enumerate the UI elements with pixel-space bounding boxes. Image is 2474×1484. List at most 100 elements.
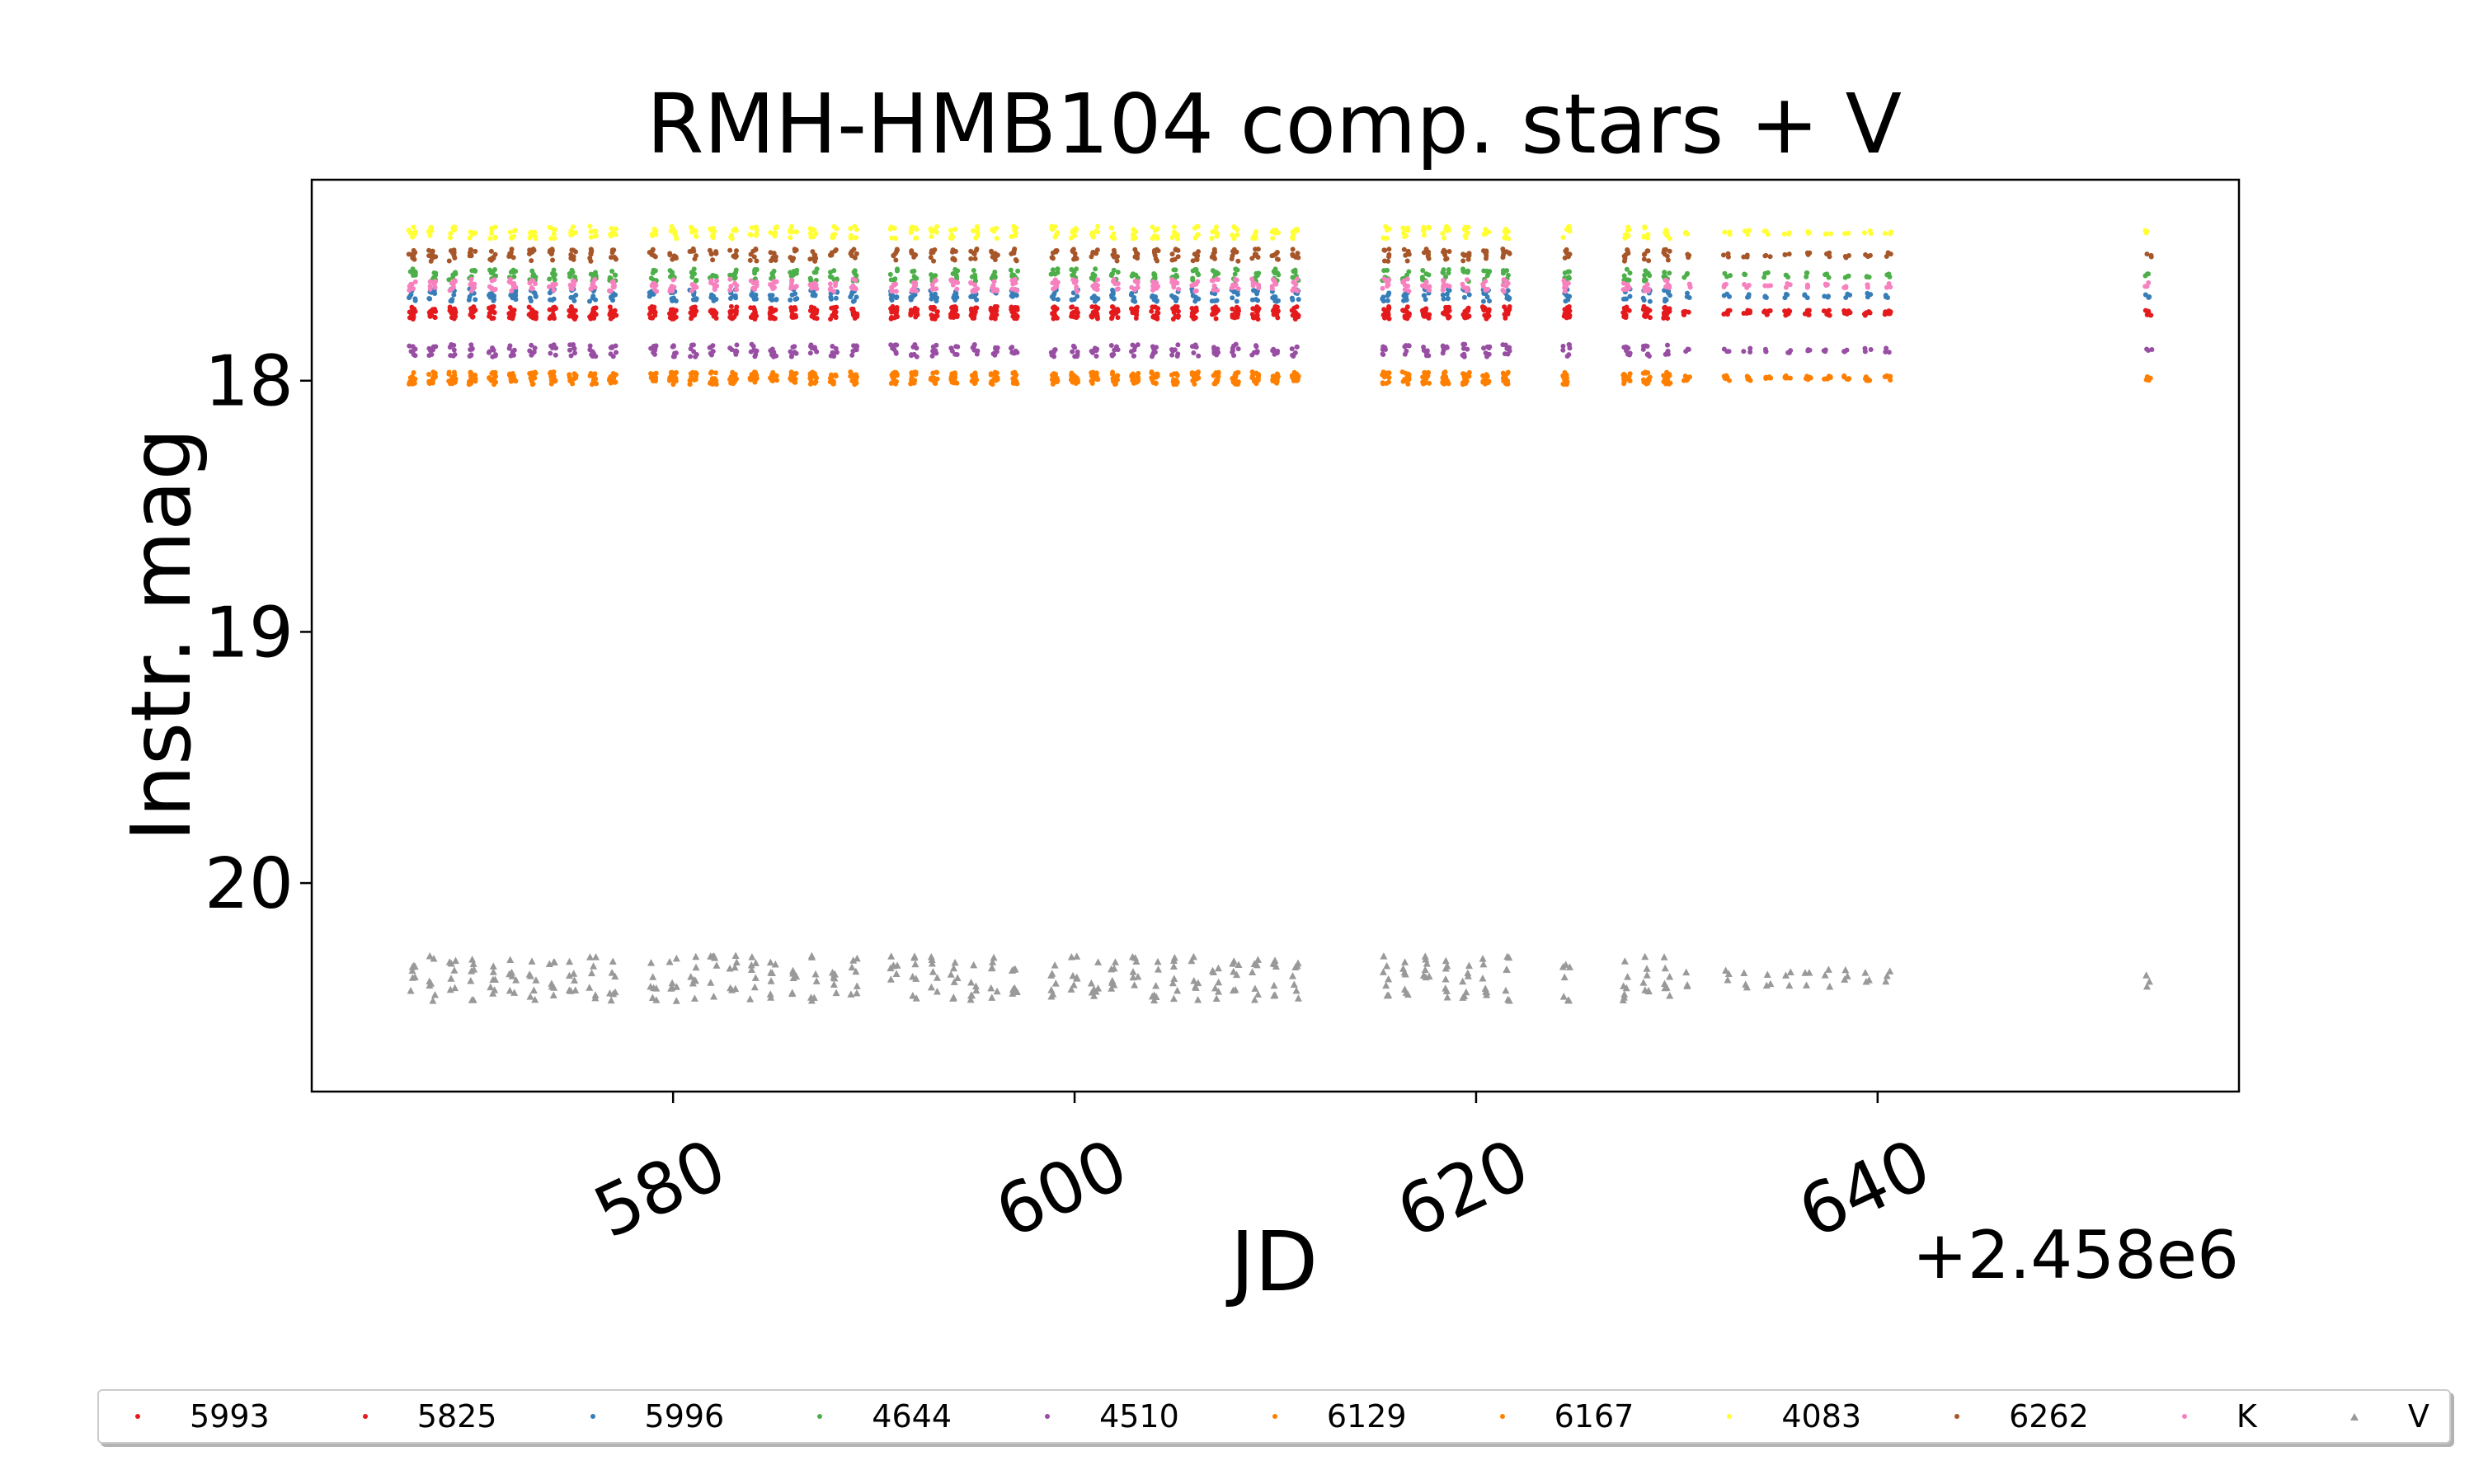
data-point [1249, 276, 1255, 282]
data-point [1215, 231, 1221, 237]
data-point [731, 963, 739, 971]
data-point [487, 267, 492, 273]
data-point [734, 304, 740, 310]
data-point [1110, 287, 1116, 293]
data-point [848, 963, 856, 971]
data-point [967, 978, 976, 986]
data-point [592, 953, 600, 960]
data-point [929, 282, 935, 288]
data-point [527, 230, 533, 236]
data-point [426, 253, 432, 259]
data-point [507, 343, 513, 349]
data-point [567, 347, 572, 353]
data-point [1866, 275, 1872, 280]
data-point [1683, 349, 1689, 355]
data-point [1009, 286, 1015, 292]
data-point [950, 304, 956, 310]
data-point [2142, 982, 2151, 990]
data-point [1565, 280, 1571, 286]
data-point [2146, 347, 2152, 353]
data-point [1192, 294, 1198, 300]
data-point [506, 956, 515, 964]
data-point [929, 234, 934, 240]
data-point [1192, 251, 1197, 257]
data-point [1132, 247, 1138, 252]
data-point [1155, 309, 1160, 315]
data-point [914, 227, 920, 232]
data-point [512, 976, 520, 984]
data-point [1443, 961, 1451, 970]
data-point [487, 236, 493, 242]
data-point [852, 347, 858, 353]
data-point [588, 286, 594, 292]
data-point [1275, 372, 1281, 378]
data-point [567, 274, 573, 279]
data-point [1465, 256, 1471, 262]
data-point [712, 287, 717, 293]
data-point [812, 374, 818, 380]
data-point [1175, 308, 1181, 314]
data-point [953, 308, 959, 313]
data-point [713, 961, 721, 969]
data-point [1211, 247, 1217, 252]
data-point [889, 962, 897, 970]
data-point [1482, 987, 1490, 995]
data-point [572, 275, 578, 280]
data-point [827, 281, 833, 287]
data-point [1053, 232, 1059, 237]
data-point [1234, 298, 1239, 304]
data-point [970, 960, 978, 969]
data-point [506, 986, 514, 994]
data-point [1095, 277, 1101, 283]
data-point [1149, 308, 1155, 314]
data-point [1443, 274, 1449, 279]
data-point [1009, 234, 1014, 240]
data-point [1192, 298, 1198, 304]
data-point [1230, 379, 1236, 385]
data-point [426, 371, 431, 377]
data-point [1742, 272, 1747, 278]
data-point [911, 960, 920, 968]
data-point [752, 268, 758, 274]
data-point [1193, 308, 1199, 313]
data-point [2145, 977, 2153, 985]
data-point [1444, 223, 1450, 229]
data-point [731, 275, 737, 281]
data-point [1291, 279, 1296, 285]
data-point [1093, 266, 1098, 272]
data-point [1620, 982, 1628, 989]
data-point [1233, 970, 1241, 979]
data-point [853, 277, 858, 283]
data-point [890, 293, 896, 298]
data-point [611, 247, 617, 253]
data-point [506, 970, 514, 978]
data-point [452, 312, 458, 317]
legend-label: V [2407, 1398, 2429, 1435]
data-point [1627, 371, 1633, 377]
data-point [1255, 317, 1261, 322]
data-point [1155, 965, 1163, 973]
data-point [1385, 258, 1391, 264]
data-point [1405, 381, 1411, 387]
data-point [1192, 984, 1200, 991]
data-point [1425, 313, 1431, 319]
data-point [650, 270, 656, 276]
data-point [892, 970, 901, 978]
data-point [613, 272, 618, 278]
data-point [1427, 287, 1432, 293]
data-point [1626, 308, 1632, 313]
data-point [1380, 285, 1385, 291]
data-point [1188, 956, 1196, 965]
data-point [769, 270, 775, 276]
data-point [748, 953, 756, 960]
series-6262 [406, 246, 2154, 264]
data-point [407, 343, 412, 349]
data-point [1639, 979, 1648, 986]
data-point [934, 223, 940, 229]
data-point [547, 297, 553, 303]
data-point [407, 294, 412, 299]
data-point [1270, 373, 1276, 379]
data-point [489, 227, 495, 232]
data-point [1440, 292, 1446, 298]
data-point [1052, 277, 1058, 283]
